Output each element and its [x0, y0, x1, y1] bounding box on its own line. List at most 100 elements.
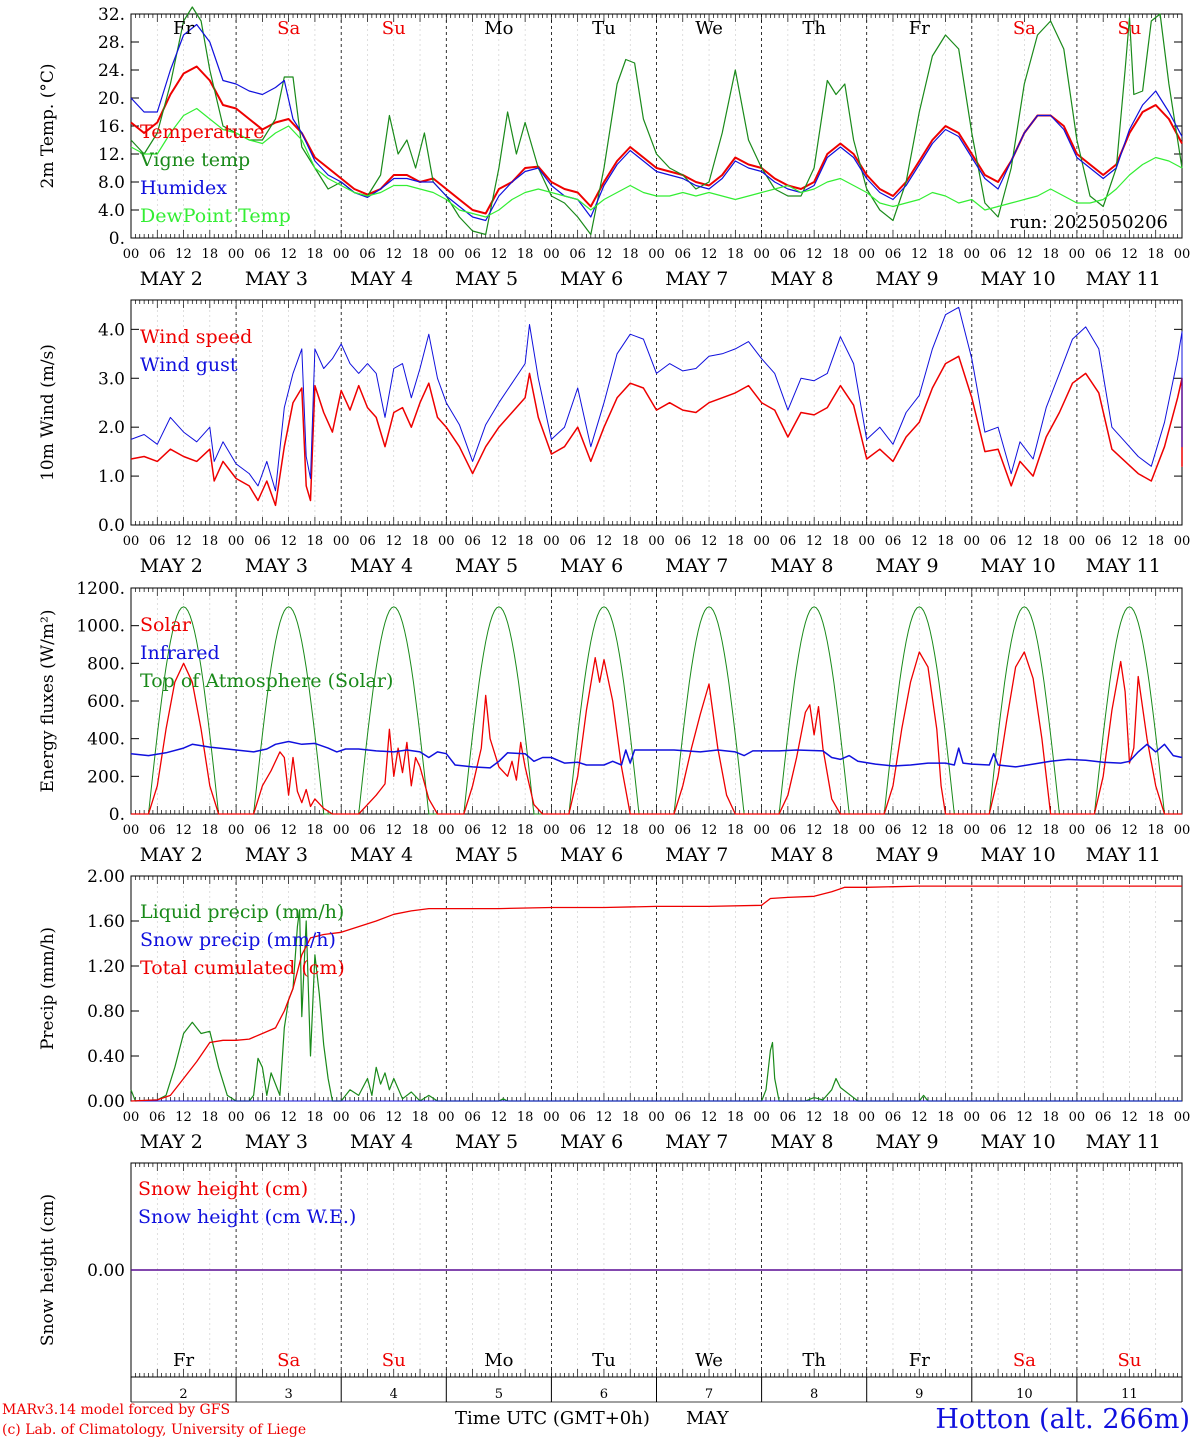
- hour-tick-label: 18: [727, 247, 744, 262]
- hour-tick-label: 12: [911, 1110, 928, 1125]
- date-label: MAY 9: [875, 555, 938, 577]
- hour-tick-label: 00: [543, 247, 560, 262]
- day-date-label: 10: [1016, 1387, 1033, 1402]
- day-date-label: 8: [810, 1387, 818, 1402]
- hour-tick-label: 06: [464, 823, 481, 838]
- hour-tick-label: 12: [1016, 823, 1033, 838]
- date-label: MAY 6: [560, 844, 623, 866]
- day-date-label: 9: [915, 1387, 923, 1402]
- day-name-bottom: Su: [382, 1350, 406, 1371]
- day-name-top: Th: [802, 18, 826, 39]
- hour-tick-label: 00: [123, 1110, 140, 1125]
- hour-tick-label: 12: [175, 823, 192, 838]
- hour-tick-label: 00: [753, 1110, 770, 1125]
- day-name-bottom: Mo: [484, 1350, 513, 1371]
- hour-tick-label: 12: [1121, 247, 1138, 262]
- hour-tick-label: 06: [885, 823, 902, 838]
- hour-tick-label: 06: [359, 247, 376, 262]
- hour-tick-label: 12: [280, 534, 297, 549]
- hour-tick-label: 00: [753, 534, 770, 549]
- date-label: MAY 11: [1086, 1131, 1161, 1153]
- hour-tick-label: 12: [701, 534, 718, 549]
- y-tick-label: 4.0: [98, 201, 125, 221]
- hour-tick-label: 18: [832, 247, 849, 262]
- hour-tick-label: 00: [858, 247, 875, 262]
- hour-tick-label: 06: [780, 247, 797, 262]
- y-tick-label: 4.0: [98, 320, 125, 340]
- date-label: MAY 3: [245, 1131, 308, 1153]
- day-name-bottom: Th: [802, 1350, 826, 1371]
- hour-tick-label: 06: [569, 823, 586, 838]
- hour-tick-label: 06: [464, 534, 481, 549]
- hour-tick-label: 12: [280, 823, 297, 838]
- date-label: MAY 5: [455, 555, 518, 577]
- hour-tick-label: 06: [675, 247, 692, 262]
- hour-tick-label: 00: [648, 534, 665, 549]
- date-label: MAY 10: [981, 555, 1056, 577]
- hour-tick-label: 18: [1042, 1110, 1059, 1125]
- day-date-label: 2: [179, 1387, 187, 1402]
- y-tick-label: 0.: [109, 229, 125, 249]
- series-line-vigne-temp: [130, 6, 1183, 236]
- hour-tick-label: 06: [149, 823, 166, 838]
- day-name-bottom: Tu: [592, 1350, 616, 1371]
- y-axis-title: Energy fluxes (W/m²): [38, 610, 58, 793]
- hour-tick-label: 12: [596, 534, 613, 549]
- month-label: MAY: [686, 1408, 730, 1429]
- hour-tick-label: 12: [175, 1110, 192, 1125]
- date-label: MAY 7: [665, 555, 728, 577]
- day-name-top: Tu: [592, 18, 616, 39]
- hour-tick-label: 00: [543, 823, 560, 838]
- hour-tick-label: 00: [438, 1110, 455, 1125]
- hour-tick-label: 18: [937, 247, 954, 262]
- y-axis-title: 10m Wind (m/s): [38, 344, 58, 481]
- hour-tick-label: 18: [937, 534, 954, 549]
- hour-tick-label: 12: [596, 247, 613, 262]
- y-tick-label: 1.20: [87, 957, 125, 977]
- hour-tick-label: 12: [806, 247, 823, 262]
- hour-tick-label: 12: [701, 823, 718, 838]
- hour-tick-label: 06: [780, 1110, 797, 1125]
- hour-tick-label: 18: [412, 823, 429, 838]
- hour-tick-label: 00: [333, 534, 350, 549]
- hour-tick-label: 12: [911, 247, 928, 262]
- hour-tick-label: 00: [648, 823, 665, 838]
- y-tick-label: 20.: [98, 89, 125, 109]
- hour-tick-label: 12: [1121, 823, 1138, 838]
- hour-tick-label: 12: [385, 1110, 402, 1125]
- series-line-wind-speed: [130, 355, 1183, 507]
- day-date-label: 4: [390, 1387, 398, 1402]
- hour-tick-label: 18: [937, 823, 954, 838]
- hour-tick-label: 12: [911, 534, 928, 549]
- hour-tick-label: 06: [149, 1110, 166, 1125]
- legend-entry: Humidex: [140, 177, 227, 199]
- day-name-top: Fr: [909, 18, 930, 39]
- hour-tick-label: 00: [333, 823, 350, 838]
- hour-tick-label: 18: [412, 534, 429, 549]
- hour-tick-label: 18: [1042, 534, 1059, 549]
- y-tick-label: 0.00: [87, 1092, 125, 1112]
- hour-tick-label: 18: [202, 247, 219, 262]
- hour-tick-label: 12: [806, 534, 823, 549]
- y-tick-label: 1.0: [98, 467, 125, 487]
- day-name-bottom: Su: [1117, 1350, 1141, 1371]
- panel-5: 0.00 Snow height (cm) Snow height (cm) Snow…: [38, 1162, 1183, 1378]
- day-name-top: Su: [382, 18, 406, 39]
- panel-1: 0. 4.0 8.0 12. 16. 20. 24. 28. 32. 2m Temp. (°C) T…: [38, 5, 1190, 290]
- series-line-total-cumulated-cm: [130, 885, 1182, 1102]
- panel-2: 0.0 1.0 2.0 3.0 4.0 10m Wind (m/s) Wind speed W…: [38, 299, 1190, 577]
- hour-tick-label: 12: [385, 534, 402, 549]
- hour-tick-label: 12: [1121, 534, 1138, 549]
- hour-tick-label: 18: [622, 823, 639, 838]
- hour-tick-label: 06: [149, 534, 166, 549]
- date-label: MAY 3: [245, 555, 308, 577]
- series-line-dewpoint-temp: [130, 107, 1183, 218]
- y-axis-title: 2m Temp. (°C): [38, 63, 58, 188]
- hour-tick-label: 12: [596, 1110, 613, 1125]
- date-label: MAY 6: [560, 1131, 623, 1153]
- legend-entry: Wind speed: [140, 326, 252, 348]
- hour-tick-label: 00: [753, 247, 770, 262]
- hour-tick-label: 00: [858, 823, 875, 838]
